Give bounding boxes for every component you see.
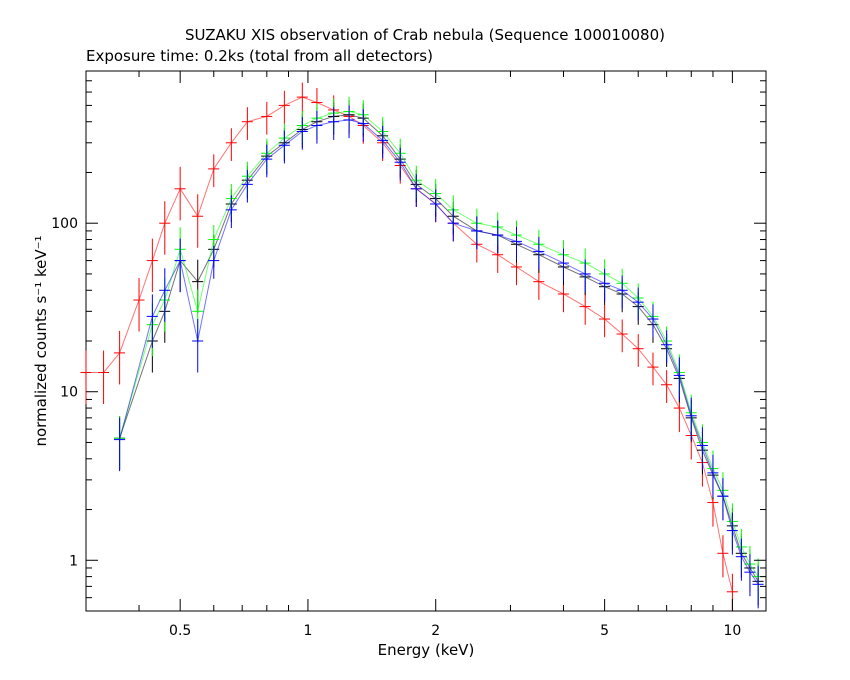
data-point [579,292,591,325]
x-tick-label: 2 [431,623,440,639]
plot-area: 0.5 1 2 5 10 1 10 100 [51,70,767,639]
series-3 [113,105,764,609]
chart-title: SUZAKU XIS observation of Crab nebula (S… [185,26,665,44]
series-trace [119,110,759,577]
x-tick-label: 5 [600,623,609,639]
data-point [241,107,253,140]
series-layer [80,82,764,611]
data-point [410,174,422,207]
x-tick-label: 1 [303,623,312,639]
y-tick-label: 1 [69,553,78,569]
data-point [113,417,126,472]
data-point [278,90,290,124]
data-point [661,370,673,403]
data-point [394,147,406,181]
data-point [447,208,459,242]
data-point [717,535,729,578]
x-axis-label: Energy (keV) [378,641,475,659]
data-point [174,166,186,221]
data-point [717,478,729,521]
data-point [146,238,158,293]
x-tick-label: 10 [723,623,741,639]
data-point [599,304,611,338]
data-point [192,319,204,373]
axis-layer: 0.5 1 2 5 10 1 10 100 [51,70,766,639]
data-point [647,352,659,386]
series-trace [119,119,759,585]
y-tick-label: 10 [60,385,78,401]
data-point [632,334,644,367]
data-point [296,116,308,150]
data-point [159,268,171,322]
data-point [225,128,237,161]
data-point [159,201,171,255]
data-point [377,125,389,159]
data-point [225,195,237,229]
data-point [192,194,204,248]
data-point [616,319,628,353]
series-trace [86,96,733,592]
data-point [80,350,92,405]
data-point [133,278,145,332]
x-tick-label: 0.5 [169,623,191,639]
data-point [261,101,273,135]
chart-subtitle: Exposure time: 0.2ks (total from all det… [86,47,433,65]
data-point [328,107,340,140]
data-point [97,350,110,405]
series-0 [80,82,738,611]
y-axis-label: normalized counts s⁻¹ keV⁻¹ [32,235,50,446]
y-tick-label: 100 [51,216,78,232]
data-point [343,105,355,139]
series-trace [119,114,759,582]
data-point [430,189,442,223]
